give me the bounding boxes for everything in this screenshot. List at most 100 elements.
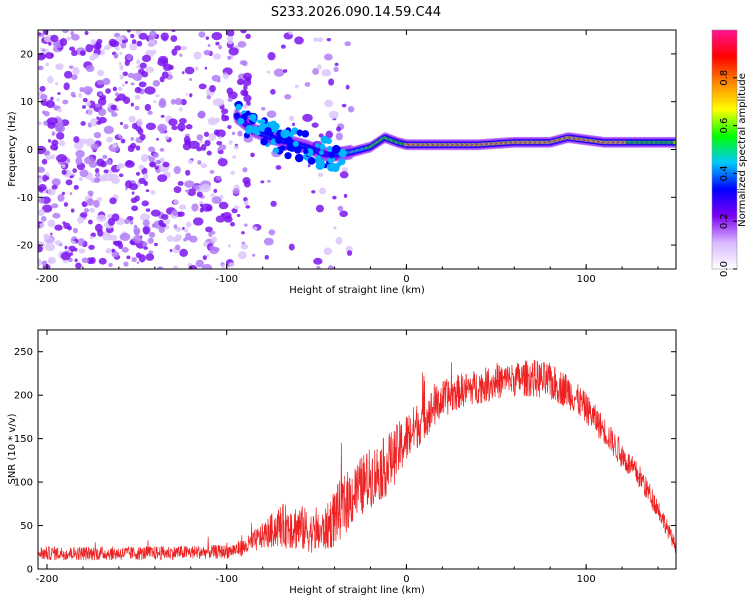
noise-blob [240,29,246,34]
noise-blob [243,85,248,91]
noise-blob [119,135,123,138]
noise-blob [157,58,168,66]
noise-blob [195,66,199,71]
noise-blob [197,134,204,140]
ridge-blob [237,118,244,125]
noise-blob [125,180,132,188]
noise-blob [96,158,104,166]
noise-blob [267,70,271,73]
noise-blob [210,245,216,251]
noise-blob [147,111,152,115]
noise-blob [153,152,159,158]
ridge-blob [319,144,325,150]
noise-blob [95,224,103,232]
noise-blob [219,136,222,139]
noise-blob [193,217,203,225]
noise-blob [61,252,71,260]
noise-blob [197,192,203,198]
noise-blob [118,243,123,249]
noise-blob [119,173,124,177]
noise-blob [333,226,336,230]
noise-blob [51,203,58,208]
noise-blob [288,31,292,34]
noise-blob [104,126,114,134]
noise-blob [39,223,44,228]
noise-blob [227,88,234,95]
noise-blob [234,146,239,150]
noise-blob [48,42,51,46]
noise-blob [321,69,331,76]
noise-blob [329,111,339,119]
noise-blob [316,205,324,213]
noise-blob [104,169,109,173]
noise-blob [73,136,79,143]
noise-blob [146,189,150,192]
noise-blob [276,165,282,170]
noise-blob [64,71,72,79]
noise-blob [229,47,239,55]
snr-y-label: SNR (10 * v/v) [7,413,18,484]
noise-blob [88,245,95,250]
noise-blob [253,226,258,230]
noise-blob [51,131,55,135]
noise-blob [130,137,134,141]
noise-blob [71,249,74,252]
noise-blob [80,169,89,177]
noise-blob [211,32,222,40]
noise-blob [179,107,183,111]
noise-blob [223,73,229,79]
noise-blob [179,204,186,209]
noise-blob [153,80,160,87]
noise-blob [270,201,276,207]
noise-blob [302,114,313,122]
noise-blob [174,166,181,174]
noise-blob [241,231,245,234]
noise-blob [184,180,194,188]
ridge-blob [321,136,329,144]
noise-blob [179,249,188,257]
noise-blob [111,112,118,117]
noise-blob [52,185,58,190]
noise-blob [98,108,106,116]
noise-blob [123,97,130,104]
noise-blob [62,170,67,175]
noise-blob [220,195,224,199]
noise-blob [210,193,214,197]
noise-blob [217,79,221,82]
noise-blob [130,143,136,149]
noise-blob [311,190,315,193]
ridge-blob [329,153,335,159]
noise-blob [96,215,106,222]
noise-blob [166,235,174,242]
noise-blob [161,32,169,40]
noise-blob [193,52,201,60]
noise-blob [200,204,203,207]
noise-blob [75,157,82,165]
noise-blob [230,222,235,227]
noise-blob [185,67,195,75]
noise-blob [224,216,233,223]
noise-blob [162,223,167,227]
noise-blob [47,76,54,84]
colorbar-tick-label: 0.2 [719,213,730,229]
noise-blob [289,116,294,121]
noise-blob [274,69,284,77]
noise-blob [106,159,112,164]
noise-blob [61,164,65,168]
noise-blob [136,119,142,127]
noise-blob [122,247,129,253]
noise-blob [153,100,157,103]
noise-blob [245,205,250,208]
noise-blob [261,107,266,111]
noise-blob [295,85,299,89]
noise-blob [313,37,318,41]
noise-blob [155,94,159,97]
noise-blob [108,249,111,253]
noise-blob [50,35,58,42]
noise-blob [115,98,120,102]
noise-blob [183,142,191,150]
noise-blob [125,160,135,167]
noise-blob [82,105,86,109]
noise-blob [65,246,68,250]
noise-blob [99,92,103,96]
